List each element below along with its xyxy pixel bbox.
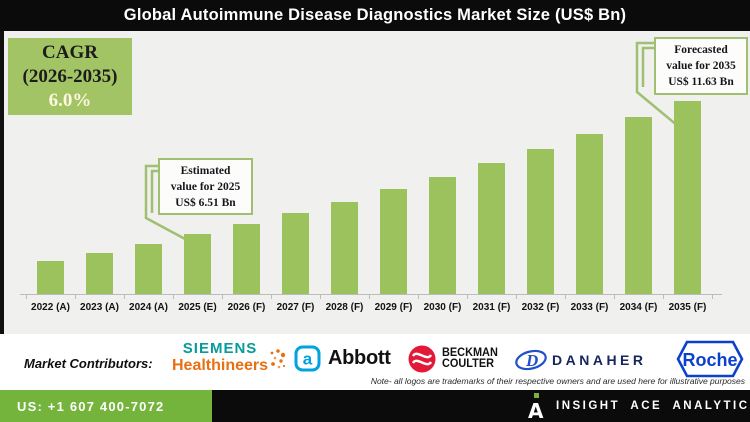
- brand-name: INSIGHT ACE ANALYTIC: [556, 400, 750, 412]
- contributors-label: Market Contributors:: [24, 356, 153, 371]
- abbott-logo: a Abbott: [294, 345, 391, 372]
- bar-2026f: [233, 224, 260, 294]
- forecasted-callout-line2: value for 2035: [666, 60, 736, 72]
- cagr-badge: CAGR (2026-2035) 6.0%: [8, 38, 132, 115]
- trademark-note: Note- all logos are trademarks of their …: [370, 376, 745, 386]
- x-axis-label: 2023 (A): [80, 302, 119, 313]
- danaher-d-icon: D: [515, 349, 547, 371]
- bar-2034f: [625, 117, 652, 294]
- cagr-period: (2026-2035): [22, 65, 118, 87]
- bar-cell: [173, 86, 222, 294]
- phone-number: US: +1 607 400-7072: [17, 398, 165, 414]
- cagr-label: CAGR: [42, 41, 98, 63]
- beckman-wordmark: BECKMAN: [442, 346, 498, 359]
- x-axis-label: 2035 (F): [668, 302, 707, 313]
- bar-cell: [222, 86, 271, 294]
- bar-cell: [75, 86, 124, 294]
- x-axis-label: 2031 (F): [472, 302, 511, 313]
- roche-hexagon-icon: Roche: [676, 340, 744, 378]
- bar-2029f: [380, 189, 407, 294]
- forecasted-callout-line1: Forecasted: [674, 44, 728, 56]
- bar-2035f: [674, 101, 701, 294]
- x-axis-label: 2027 (F): [276, 302, 315, 313]
- bar-cell: [614, 86, 663, 294]
- bar-2032f: [527, 149, 554, 294]
- title-bar: Global Autoimmune Disease Diagnostics Ma…: [0, 0, 750, 31]
- x-axis-label: 2025 (E): [178, 302, 217, 313]
- x-axis-label: 2022 (A): [31, 302, 70, 313]
- bar-2025e: [184, 234, 211, 294]
- healthineers-dots-icon: [270, 349, 286, 369]
- brand-block: A INSIGHT ACE ANALYTIC: [528, 390, 750, 422]
- siemens-healthineers-logo: SIEMENS Healthineers: [172, 340, 286, 374]
- x-axis-label: 2034 (F): [619, 302, 658, 313]
- danaher-wordmark: DANAHER: [552, 352, 647, 368]
- page-title: Global Autoimmune Disease Diagnostics Ma…: [123, 6, 627, 24]
- svg-text:a: a: [303, 350, 313, 369]
- estimated-value-callout: Estimated value for 2025 US$ 6.51 Bn: [158, 158, 253, 215]
- left-border-bar: [0, 31, 4, 334]
- x-axis-labels: 2022 (A) 2023 (A) 2024 (A) 2025 (E) 2026 (F)…: [26, 302, 712, 313]
- bar-2028f: [331, 202, 358, 294]
- bar-cell: [516, 86, 565, 294]
- bar-cell: [271, 86, 320, 294]
- forecasted-callout-value: US$ 11.63 Bn: [668, 76, 734, 88]
- bar-cell: [467, 86, 516, 294]
- bar-2022a: [37, 261, 64, 294]
- bar-2030f: [429, 177, 456, 294]
- x-axis-ticks: [26, 294, 713, 299]
- bar-cell: [124, 86, 173, 294]
- beckman-coulter-logo: BECKMAN COULTER: [407, 344, 501, 374]
- phone-block: US: +1 607 400-7072: [0, 390, 212, 422]
- bar-cell: [565, 86, 614, 294]
- x-axis-label: 2029 (F): [374, 302, 413, 313]
- bar-2027f: [282, 213, 309, 294]
- estimated-callout-value: US$ 6.51 Bn: [175, 196, 236, 209]
- insight-ace-a-icon: A: [528, 392, 545, 422]
- contributors-strip: Market Contributors: SIEMENS Healthineer…: [0, 334, 750, 390]
- coulter-wordmark: COULTER: [442, 358, 494, 370]
- bar-cell: [320, 86, 369, 294]
- bar-2031f: [478, 163, 505, 294]
- abbott-a-icon: a: [294, 345, 321, 372]
- callout-leader-lines: [144, 41, 685, 242]
- bar-cell: [26, 86, 75, 294]
- footer-bar: US: +1 607 400-7072 A INSIGHT ACE ANALYT…: [0, 390, 750, 422]
- siemens-wordmark: SIEMENS: [182, 340, 258, 357]
- danaher-logo: D DANAHER: [514, 347, 647, 373]
- beckman-coulter-icon: [408, 345, 436, 373]
- estimated-callout-line1: Estimated: [180, 164, 231, 177]
- chart-area: CAGR (2026-2035) 6.0% Estimated value fo…: [0, 31, 750, 334]
- x-axis-label: 2024 (A): [129, 302, 168, 313]
- x-axis-label: 2033 (F): [570, 302, 609, 313]
- bar-cell: [418, 86, 467, 294]
- bar-series: [26, 86, 712, 294]
- x-axis-label: 2030 (F): [423, 302, 462, 313]
- x-axis-label: 2026 (F): [227, 302, 266, 313]
- healthineers-wordmark: Healthineers: [172, 357, 269, 374]
- forecasted-value-callout: Forecasted value for 2035 US$ 11.63 Bn: [654, 37, 748, 95]
- estimated-callout-line2: value for 2025: [170, 180, 241, 193]
- bar-2033f: [576, 134, 603, 294]
- x-axis-label: 2028 (F): [325, 302, 364, 313]
- x-axis-label: 2032 (F): [521, 302, 560, 313]
- roche-wordmark: Roche: [682, 350, 737, 370]
- bar-cell: [663, 86, 712, 294]
- abbott-wordmark: Abbott: [328, 347, 391, 369]
- svg-text:D: D: [525, 351, 538, 370]
- bar-2024a: [135, 244, 162, 294]
- bar-2023a: [86, 253, 113, 294]
- cagr-value: 6.0%: [48, 89, 92, 111]
- roche-logo: Roche: [676, 340, 744, 383]
- bar-cell: [369, 86, 418, 294]
